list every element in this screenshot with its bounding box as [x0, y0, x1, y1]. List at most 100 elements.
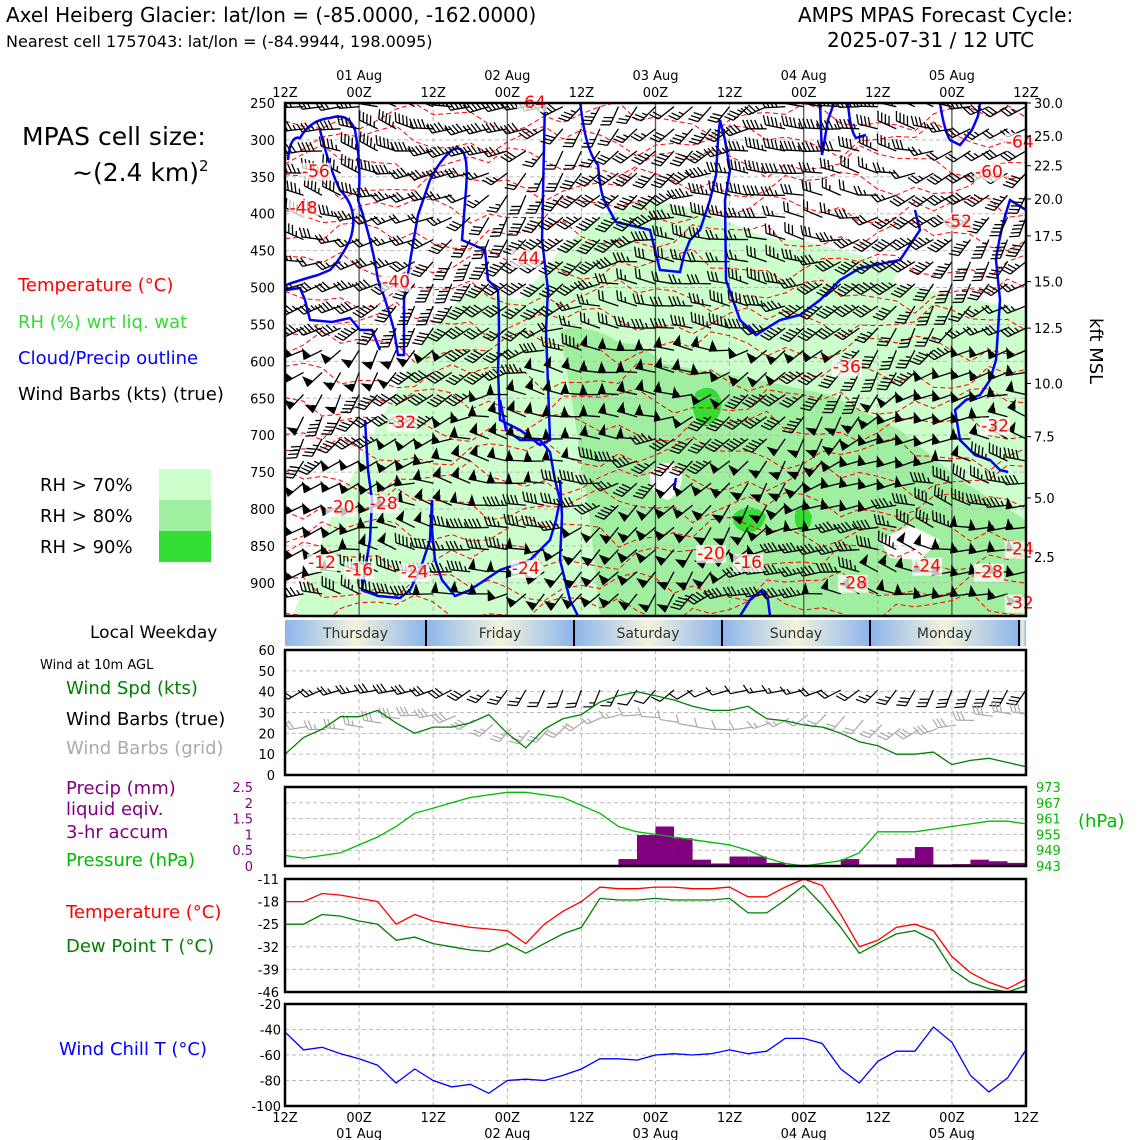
wind-barb	[913, 586, 934, 599]
barb-half	[832, 305, 838, 310]
barb-half	[343, 543, 347, 550]
barb-full	[470, 306, 480, 314]
barb-full	[912, 88, 919, 98]
barb-full	[617, 552, 628, 559]
barb-full	[448, 397, 458, 405]
barb-full	[825, 178, 827, 189]
wind-barb	[581, 128, 601, 148]
barb-staff	[517, 195, 527, 214]
wind-barb	[314, 324, 341, 337]
barb-full	[957, 268, 968, 271]
barb-full	[906, 514, 909, 525]
barb-staff	[285, 371, 286, 381]
wind-barb	[690, 311, 712, 329]
wind-barb	[895, 111, 916, 130]
barb-full	[336, 440, 346, 448]
barb-full	[467, 376, 477, 383]
barb-full	[933, 194, 942, 202]
wind-barb	[634, 246, 656, 263]
wind-barb	[708, 312, 730, 329]
barb-full	[638, 488, 648, 493]
wind-barb	[834, 541, 860, 552]
barb-full	[269, 450, 279, 457]
barb-full	[677, 205, 682, 216]
barb-flag	[263, 370, 272, 381]
barb-flag	[449, 491, 458, 504]
barb-full	[606, 451, 612, 462]
wind-barb	[428, 239, 453, 255]
barb-full	[451, 328, 461, 336]
barb-full	[559, 200, 570, 207]
wind-barb	[913, 388, 934, 402]
barb-full	[915, 354, 926, 360]
barb-half	[814, 305, 820, 310]
barb-full	[398, 534, 401, 545]
wind-barb	[599, 527, 619, 545]
barb-full	[974, 220, 985, 225]
barb-full	[487, 590, 496, 599]
wind-barb	[968, 541, 990, 555]
barb-full	[834, 333, 844, 341]
barb-full	[532, 516, 538, 527]
barb-full	[548, 470, 552, 481]
barb-full	[973, 275, 984, 278]
barb-full	[407, 172, 415, 181]
barb-half	[683, 231, 686, 238]
barb-full	[387, 559, 390, 570]
barb-full	[808, 227, 812, 237]
barb-staff	[784, 231, 804, 241]
barb-full	[529, 493, 534, 503]
wind-barb	[834, 103, 860, 109]
barb-full	[431, 320, 442, 324]
barb-full	[808, 181, 812, 192]
barb-flag	[467, 494, 476, 506]
barb-flag	[543, 355, 552, 369]
barb-full	[630, 231, 637, 241]
barb-full	[865, 379, 875, 381]
barb-full	[343, 404, 354, 406]
barb-full	[761, 205, 766, 216]
barb-full	[761, 162, 766, 173]
barb-full	[564, 383, 570, 394]
wind-barb	[356, 157, 378, 174]
barb-full	[948, 196, 957, 204]
barb-full	[835, 118, 840, 129]
barb-full	[840, 237, 849, 246]
barb-full	[651, 162, 661, 167]
barb-full	[340, 438, 350, 446]
barb-half	[779, 144, 782, 151]
barb-full	[785, 488, 796, 494]
wind-barb	[688, 292, 712, 307]
barb-half	[510, 455, 514, 461]
wind-barb	[706, 416, 731, 432]
barb-full	[785, 306, 795, 314]
barb-full	[511, 515, 515, 526]
barb-full	[538, 269, 548, 276]
barb-full	[556, 203, 567, 209]
barb-half	[480, 283, 487, 288]
barb-full	[744, 106, 753, 114]
barb-full	[698, 314, 701, 325]
barb-full	[749, 246, 753, 257]
barb-half	[740, 394, 746, 398]
wind-barb	[987, 519, 1008, 532]
wind-barb	[742, 185, 767, 196]
wind-barb	[746, 371, 768, 388]
barb-half	[795, 304, 801, 309]
barb-full	[266, 369, 273, 379]
wind-barb	[630, 318, 656, 329]
barb-full	[453, 518, 459, 528]
barb-staff	[784, 210, 804, 219]
barb-full	[297, 142, 303, 152]
barb-flag	[949, 514, 958, 527]
barb-half	[997, 266, 1004, 269]
barb-half	[278, 484, 283, 488]
temperature-contour	[285, 515, 1026, 548]
wind-barb	[889, 237, 916, 251]
barb-half	[768, 527, 774, 533]
wind-barb	[297, 141, 323, 152]
barb-full	[545, 201, 556, 206]
wind-barb	[285, 586, 304, 599]
hpa-unit: (hPa)	[1078, 811, 1125, 832]
barb-full	[285, 144, 293, 154]
